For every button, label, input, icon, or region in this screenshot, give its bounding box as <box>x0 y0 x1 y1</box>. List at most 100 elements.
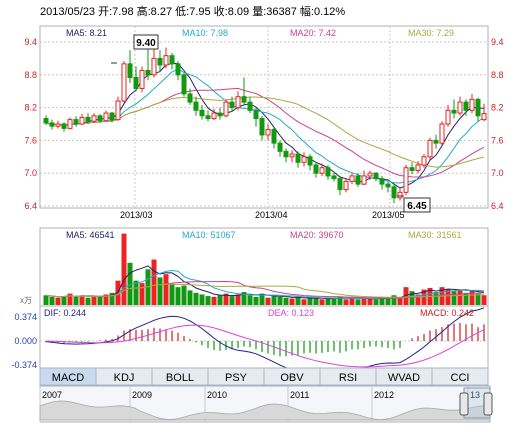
candle-body <box>439 123 445 144</box>
candle-body <box>187 93 193 103</box>
candle <box>169 52 175 70</box>
candle-body <box>343 180 349 191</box>
price-y-tick-left: 7.6 <box>24 135 37 145</box>
candle <box>433 134 439 149</box>
macd-label: MACD: 0.242 <box>420 308 474 318</box>
navigator-year-13: 13 <box>470 390 480 400</box>
volume-bar <box>325 298 331 305</box>
candle <box>49 119 55 130</box>
volume-bar <box>127 262 133 305</box>
candle <box>481 103 487 122</box>
candle-body <box>211 112 217 120</box>
candle-body <box>247 101 253 111</box>
candle-body <box>133 77 139 89</box>
volume-bars <box>43 233 487 305</box>
x-tick-2013-05: 2013/05 <box>372 210 405 220</box>
tab-obv[interactable]: OBV <box>263 367 321 386</box>
candle <box>409 162 415 175</box>
candle <box>235 91 241 111</box>
low-annotation: 6.45 <box>397 195 431 213</box>
tab-psy[interactable]: PSY <box>207 367 265 386</box>
tab-boll[interactable]: BOLL <box>151 367 209 386</box>
macd-y-tick-top: 0.374 <box>14 312 37 322</box>
candle <box>277 140 283 157</box>
volume-bar <box>475 293 481 305</box>
candle <box>295 151 301 168</box>
volume-bar <box>421 289 427 305</box>
vol-ma20-legend: MA20: 39670 <box>290 230 344 240</box>
candle-body <box>205 115 211 120</box>
tab-label: PSY <box>225 372 248 384</box>
candle-body <box>253 109 259 120</box>
navigator-right-handle[interactable] <box>483 392 493 416</box>
candle <box>199 104 205 120</box>
candle-body <box>223 101 229 117</box>
candle <box>109 111 115 123</box>
navigator-year-2011: 2011 <box>290 390 309 400</box>
volume-bar <box>49 296 55 305</box>
volume-bar <box>277 296 283 305</box>
tab-cci[interactable]: CCI <box>431 367 489 386</box>
candle <box>175 61 181 81</box>
navigator-year-labels: 2007 2009 2010 2011 2012 13 <box>39 386 480 422</box>
candle <box>367 170 373 180</box>
candle <box>73 116 79 127</box>
candle-body <box>331 175 337 180</box>
candle <box>91 113 97 123</box>
candle <box>223 99 229 118</box>
tab-label: RSI <box>339 372 357 384</box>
candle <box>283 148 289 163</box>
navigator-year-2009: 2009 <box>132 390 152 400</box>
candle-body <box>61 123 67 129</box>
candle <box>355 173 361 187</box>
candle-body <box>349 175 355 182</box>
tab-wvad[interactable]: WVAD <box>375 367 433 386</box>
macd-y-tick-bottom: -0.374 <box>11 360 37 370</box>
candle-body <box>355 175 361 185</box>
candle-body <box>169 55 175 65</box>
navigator-left-handle[interactable] <box>459 392 469 416</box>
candle-body <box>163 55 169 66</box>
volume-bar <box>265 297 271 305</box>
candle-body <box>295 153 301 163</box>
price-y-tick-right: 9.4 <box>491 37 504 47</box>
x-tick-2013-03: 2013/03 <box>120 210 153 220</box>
volume-bar <box>121 233 127 305</box>
candle-body <box>445 109 451 125</box>
volume-bar <box>409 291 415 305</box>
candle-body <box>109 112 115 121</box>
volume-bar <box>367 298 373 305</box>
volume-bar <box>229 296 235 305</box>
candle-body <box>259 118 265 136</box>
volume-bar <box>481 295 487 305</box>
volume-bar <box>319 299 325 305</box>
volume-bar <box>43 295 49 305</box>
candle <box>307 154 313 171</box>
volume-bar <box>175 287 181 305</box>
candle <box>271 126 277 149</box>
candle-body <box>433 139 439 144</box>
volume-bar <box>313 298 319 305</box>
volume-bar <box>253 296 259 305</box>
ma20-legend: MA20: 7.42 <box>290 28 336 38</box>
candle-body <box>403 167 409 193</box>
candle <box>55 120 61 129</box>
candle <box>187 88 193 105</box>
volume-bar <box>91 296 97 305</box>
tab-label: MACD <box>52 372 84 384</box>
candle <box>85 113 91 124</box>
candle-body <box>409 167 415 171</box>
candle-body <box>85 116 91 122</box>
candle <box>301 152 307 167</box>
candle <box>421 154 427 168</box>
candle-body <box>277 142 283 152</box>
tab-rsi[interactable]: RSI <box>319 367 377 386</box>
tab-macd[interactable]: MACD <box>39 367 97 386</box>
volume-bar <box>133 280 139 305</box>
volume-bar <box>169 283 175 305</box>
volume-bar <box>79 295 85 305</box>
tab-kdj[interactable]: KDJ <box>95 367 153 386</box>
candle <box>181 72 187 97</box>
